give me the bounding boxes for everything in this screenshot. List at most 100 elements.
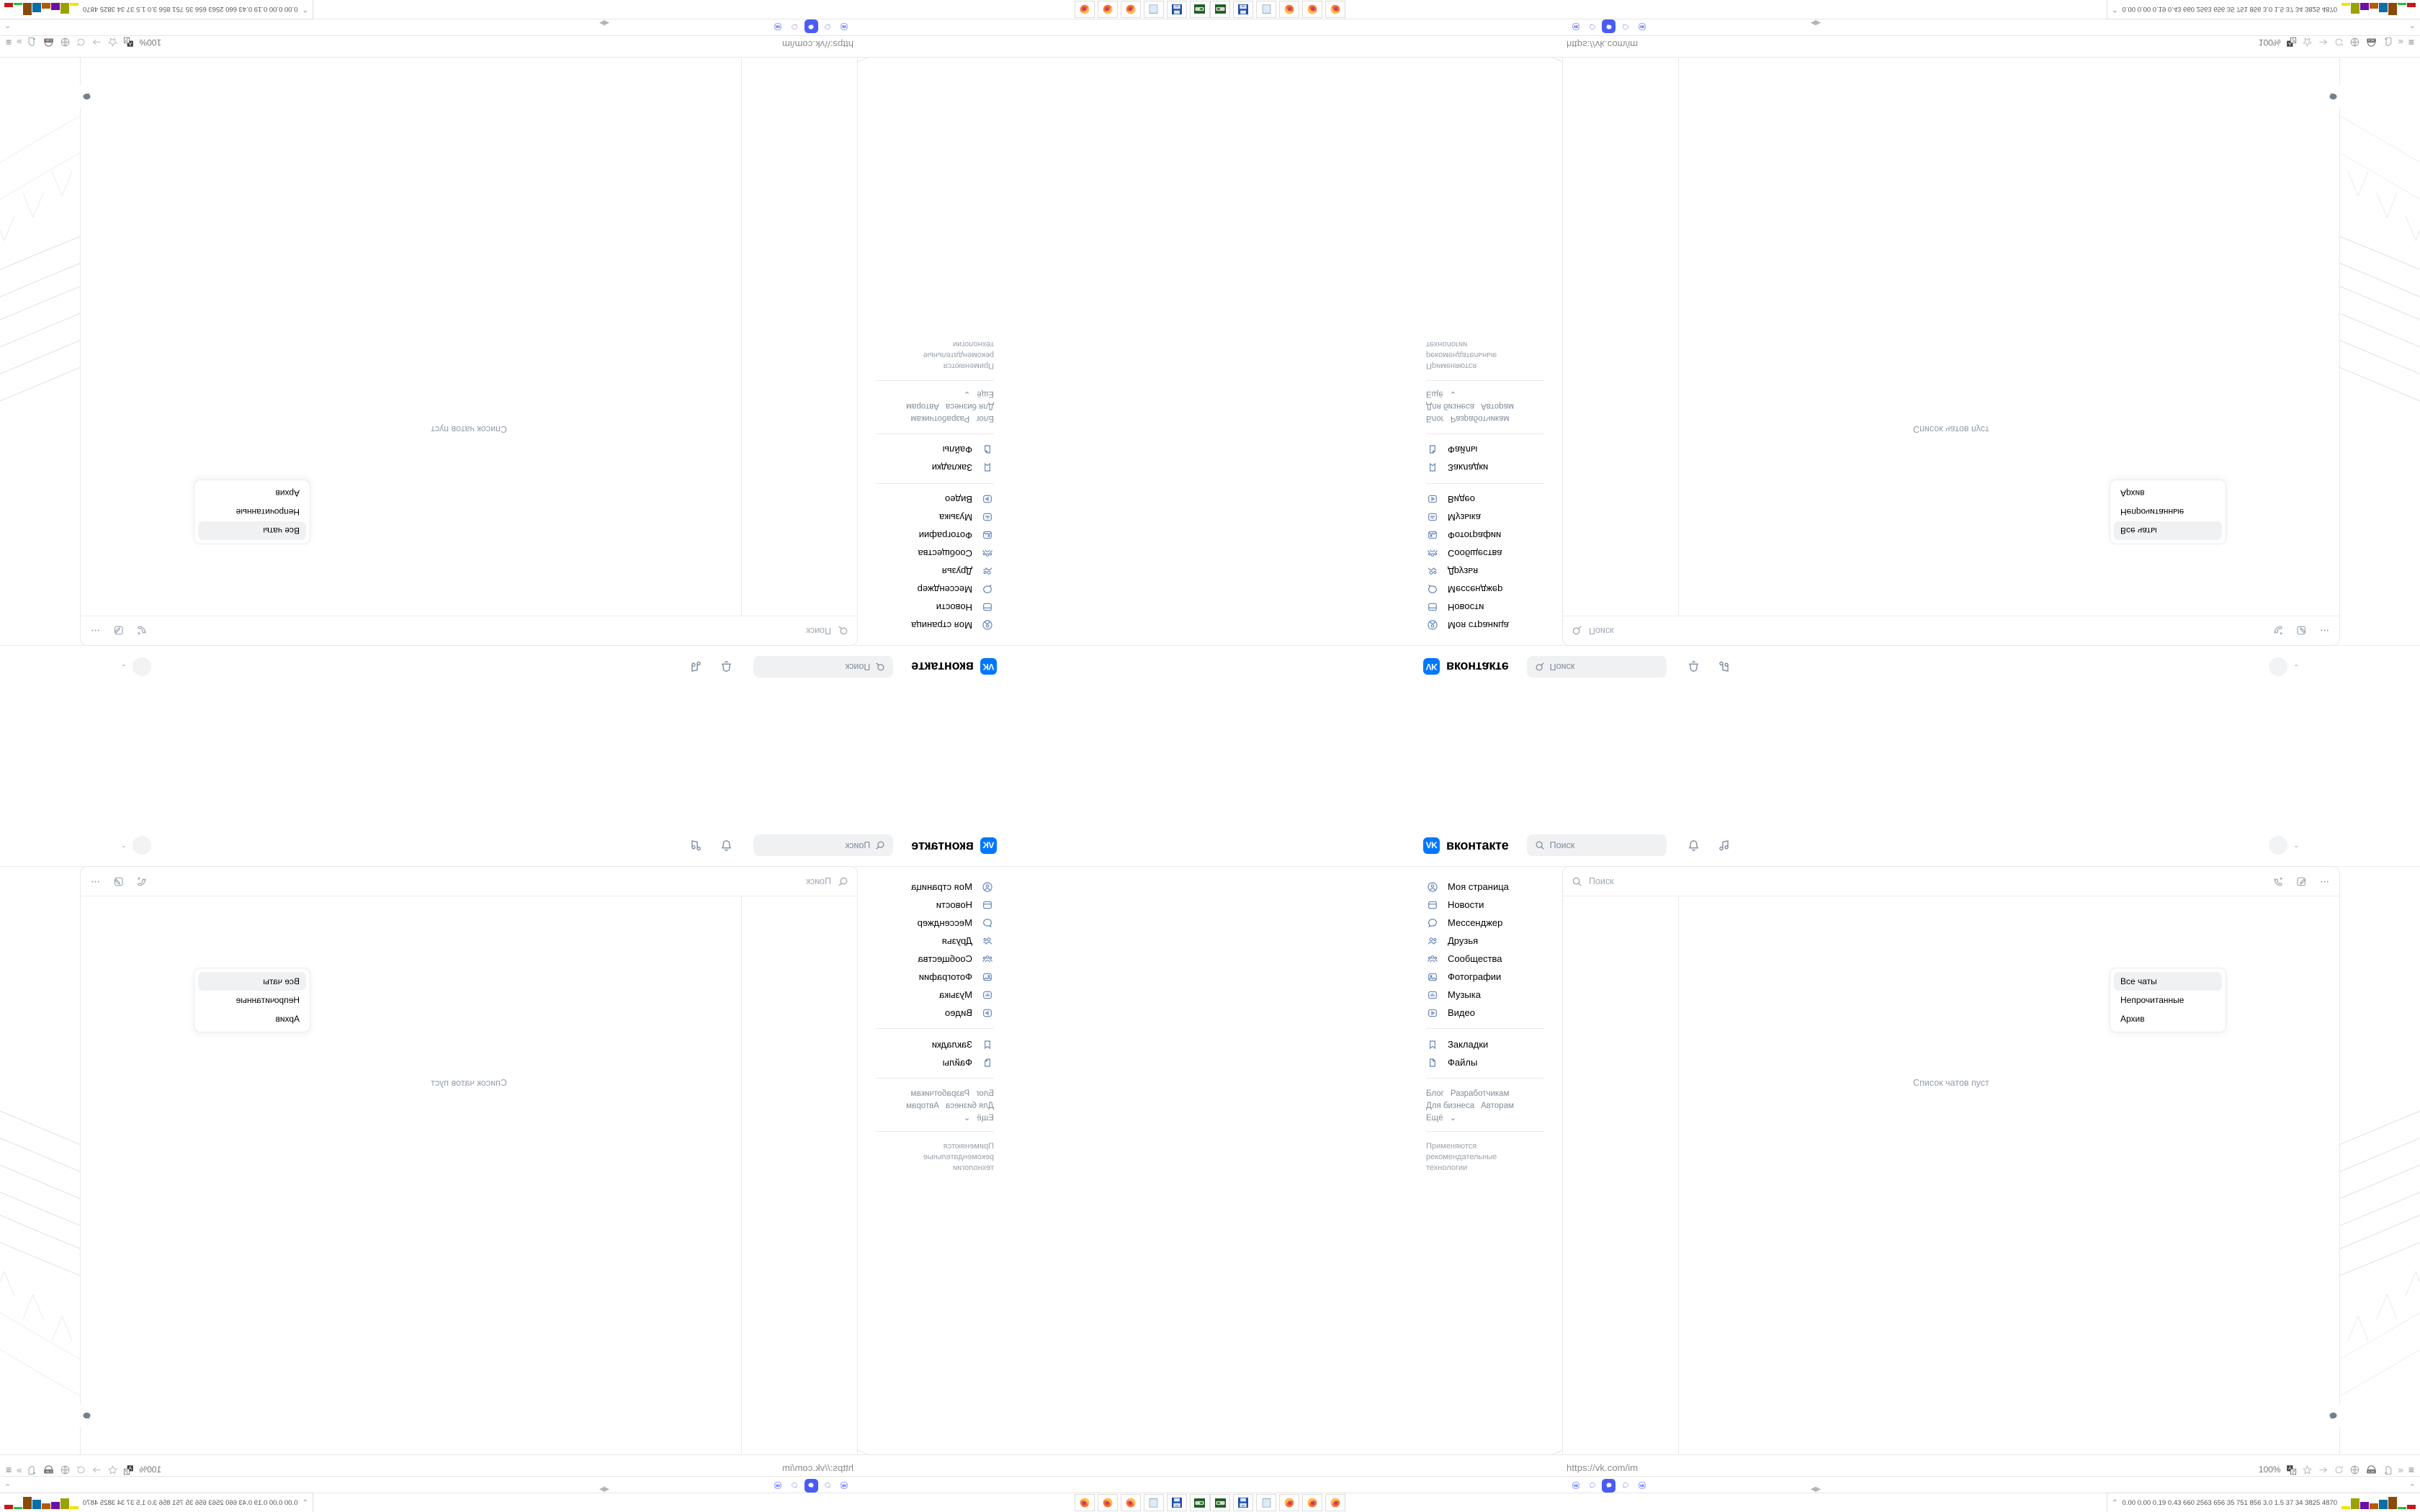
chat-filter-archive[interactable]: Архив <box>198 1009 306 1028</box>
media-prev-next-controls[interactable]: ◀ ▶ <box>1810 1485 1821 1493</box>
global-search-input[interactable]: Поиск <box>1526 656 1667 678</box>
footer-link-business[interactable]: Для бизнеса <box>945 402 994 410</box>
taskbar-item-save[interactable]: 64 <box>1233 1 1253 18</box>
sidebar-item-3[interactable]: Друзья <box>1423 932 1556 950</box>
tab-chat-1[interactable] <box>1585 1479 1599 1493</box>
footer-link-blog[interactable]: Блог <box>976 414 994 423</box>
sidebar-item-7[interactable]: Видео <box>864 1004 997 1022</box>
tab-chat-1[interactable] <box>1585 20 1599 34</box>
vk-logo[interactable]: VK вконтакте <box>1423 837 1509 854</box>
sidebar-item-files[interactable]: Файлы <box>1423 441 1556 459</box>
status-expand-icon[interactable]: ⌃ <box>2112 1498 2118 1507</box>
share-icon[interactable] <box>27 37 37 48</box>
share-icon[interactable] <box>2383 37 2393 48</box>
footer-link-authors[interactable]: Авторам <box>1481 402 1514 410</box>
chat-filter-archive[interactable]: Архив <box>2114 1009 2222 1028</box>
taskbar-item-save[interactable]: 64 <box>1233 1494 1253 1511</box>
sidebar-item-6[interactable]: Музыка <box>864 508 997 526</box>
sidebar-item-0[interactable]: Моя страница <box>864 616 997 634</box>
tab-vk-2[interactable]: VK <box>771 1479 785 1493</box>
sidebar-item-5[interactable]: Фотографии <box>1423 526 1556 544</box>
taskbar-item-firefox-2[interactable] <box>1302 1494 1322 1511</box>
sidebar-item-4[interactable]: Сообщества <box>1423 950 1556 968</box>
tab-vk-1[interactable]: VK <box>838 20 851 34</box>
chat-filter-unread[interactable]: Непрочитанные <box>198 991 306 1009</box>
status-expand-icon[interactable]: ⌃ <box>302 1498 308 1507</box>
sidebar-item-5[interactable]: Фотографии <box>864 526 997 544</box>
translate-icon[interactable]: Aア <box>2286 1464 2297 1475</box>
chat-filter-unread[interactable]: Непрочитанные <box>198 503 306 521</box>
forward-arrow-icon[interactable] <box>2318 1464 2329 1475</box>
profile-menu[interactable]: ⌄ <box>2269 836 2299 855</box>
taskbar-item-terminal[interactable] <box>1190 1494 1210 1511</box>
tab-ghost-right[interactable] <box>755 1479 768 1493</box>
globe-icon[interactable] <box>60 37 71 48</box>
tab-ghost-right[interactable] <box>1652 20 1665 34</box>
sidebar-item-bookmarks[interactable]: Закладки <box>1423 459 1556 477</box>
tab-chat-2[interactable] <box>1618 20 1632 34</box>
global-search-input[interactable]: Поиск <box>753 656 894 678</box>
footer-link-devs[interactable]: Разработчикам <box>910 1089 970 1098</box>
messenger-search-input[interactable]: Поиск <box>806 876 848 887</box>
bell-icon[interactable] <box>1687 839 1700 852</box>
sidebar-item-bookmarks[interactable]: Закладки <box>864 459 997 477</box>
more-options-icon[interactable] <box>2318 876 2331 888</box>
footer-link-more[interactable]: Ещё <box>1426 1114 1443 1122</box>
menu-icon[interactable]: ≡ <box>2408 1464 2414 1475</box>
avatar[interactable] <box>2269 657 2288 676</box>
compose-icon[interactable] <box>2295 625 2308 637</box>
taskbar-item-notepad[interactable] <box>1256 1494 1276 1511</box>
avatar[interactable] <box>2269 836 2288 855</box>
global-search-input[interactable]: Поиск <box>753 834 894 856</box>
taskbar-item-firefox-2[interactable] <box>1098 1 1118 18</box>
footer-link-more[interactable]: Ещё <box>1426 390 1443 398</box>
footer-link-blog[interactable]: Блог <box>1426 414 1444 423</box>
collapse-chevron-icon[interactable]: ⌃ <box>4 1483 12 1492</box>
sidebar-item-7[interactable]: Видео <box>1423 1004 1556 1022</box>
taskbar-item-firefox-3[interactable] <box>1325 1494 1345 1511</box>
bookmark-star-icon[interactable] <box>107 1464 118 1475</box>
sidebar-item-7[interactable]: Видео <box>864 490 997 508</box>
footer-link-blog[interactable]: Блог <box>976 1089 994 1098</box>
more-options-icon[interactable] <box>89 876 102 888</box>
footer-link-devs[interactable]: Разработчикам <box>1450 414 1510 423</box>
sidebar-item-4[interactable]: Сообщества <box>1423 544 1556 562</box>
share-icon[interactable] <box>2383 1464 2393 1475</box>
reload-icon[interactable] <box>2334 37 2344 48</box>
avatar[interactable] <box>132 836 151 855</box>
floating-chat-button[interactable] <box>76 85 98 107</box>
taskbar-item-firefox-1[interactable] <box>1279 1494 1299 1511</box>
chat-filter-unread[interactable]: Непрочитанные <box>2114 991 2222 1009</box>
forward-arrow-icon[interactable] <box>91 1464 102 1475</box>
reload-icon[interactable] <box>2334 1464 2344 1475</box>
footer-link-devs[interactable]: Разработчикам <box>910 414 970 423</box>
footer-link-more[interactable]: Ещё <box>977 1114 994 1122</box>
overflow-chevrons-icon[interactable]: » <box>17 1464 22 1475</box>
sidebar-item-5[interactable]: Фотографии <box>1423 968 1556 986</box>
add-call-icon[interactable] <box>135 876 148 888</box>
taskbar-item-firefox-2[interactable] <box>1098 1494 1118 1511</box>
bookmark-star-icon[interactable] <box>2302 1464 2313 1475</box>
taskbar-item-firefox-3[interactable] <box>1075 1494 1095 1511</box>
translate-icon[interactable]: Aア <box>2286 37 2297 48</box>
messenger-search-input[interactable]: Поиск <box>1572 876 1614 887</box>
add-call-icon[interactable] <box>2272 876 2285 888</box>
tab-vk-2[interactable]: VK <box>771 20 785 34</box>
downloads-icon[interactable]: 6.8K <box>42 1464 55 1475</box>
tab-vk-1[interactable]: VK <box>1569 20 1582 34</box>
downloads-icon[interactable]: 6.8K <box>2365 37 2378 48</box>
taskbar-item-firefox-3[interactable] <box>1075 1 1095 18</box>
avatar[interactable] <box>132 657 151 676</box>
tab-ghost-left[interactable] <box>1552 20 1566 34</box>
music-note-icon[interactable] <box>689 660 703 674</box>
footer-link-devs[interactable]: Разработчикам <box>1450 1089 1510 1098</box>
media-prev-next-controls[interactable]: ◀ ▶ <box>600 19 610 27</box>
collapse-chevron-icon[interactable]: ⌃ <box>2408 20 2416 29</box>
tab-vk-1[interactable]: VK <box>1569 1479 1582 1493</box>
translate-icon[interactable]: Aア <box>123 1464 134 1475</box>
sidebar-item-1[interactable]: Новости <box>864 896 997 914</box>
forward-arrow-icon[interactable] <box>2318 37 2329 48</box>
